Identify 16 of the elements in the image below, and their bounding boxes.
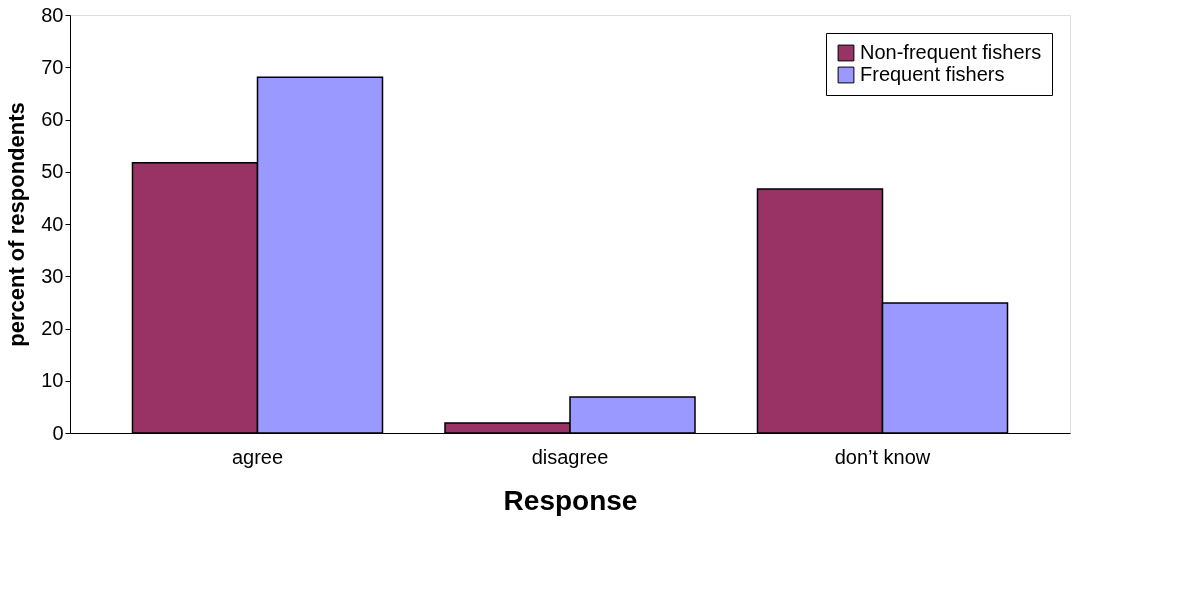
y-tick-label: 70	[41, 55, 64, 78]
y-tick-label: 30	[41, 264, 64, 287]
y-tick-label: 60	[41, 108, 64, 130]
y-axis-title: percent of respondents	[4, 102, 30, 347]
y-tick-label: 50	[41, 160, 64, 183]
x-axis-title: Response	[503, 484, 638, 516]
y-tick-label: 80	[41, 3, 64, 26]
legend-label: Non-frequent fishers	[860, 41, 1042, 63]
x-tick-label: disagree	[531, 445, 609, 468]
x-tick-label: don’t know	[834, 445, 931, 468]
y-tick-label: 20	[41, 317, 64, 339]
y-tick-label: 10	[41, 369, 64, 392]
y-tick-label: 0	[52, 421, 64, 444]
y-tick-label: 40	[41, 212, 64, 235]
x-tick-label: agree	[231, 445, 284, 468]
legend-label: Frequent fishers	[860, 63, 1005, 85]
